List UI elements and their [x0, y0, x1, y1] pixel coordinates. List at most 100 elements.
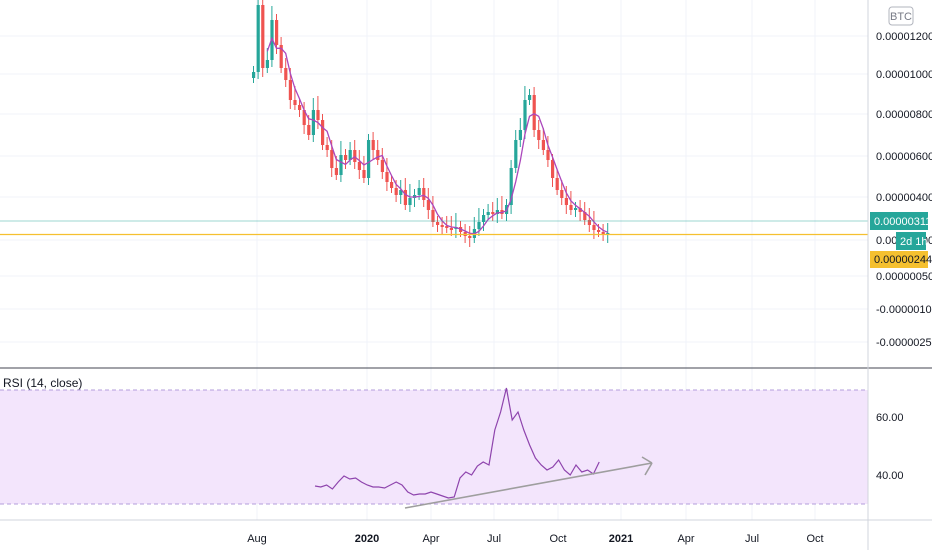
candle-body: [380, 160, 384, 172]
candle-body: [569, 205, 573, 210]
candle-body: [293, 100, 297, 105]
candle-body: [298, 105, 302, 110]
candle-body: [316, 110, 320, 120]
candle-body: [362, 170, 366, 178]
candle-body: [518, 130, 522, 140]
moving-average-line: [266, 36, 608, 235]
candle-body: [307, 125, 311, 135]
time-tick-label: Jul: [745, 533, 759, 545]
candle-body: [422, 188, 426, 200]
horizontal-line-label: 0.00000244: [874, 254, 932, 266]
candle-body: [394, 188, 398, 195]
candle-body: [408, 198, 412, 205]
candle-body: [256, 5, 260, 72]
candlestick-series[interactable]: [252, 0, 610, 247]
candle-body: [482, 215, 486, 222]
candle-body: [417, 188, 421, 195]
candle-body: [436, 222, 440, 225]
candle-body: [261, 5, 265, 68]
candle-body: [265, 60, 269, 68]
candle-body: [587, 220, 591, 225]
candle-body: [357, 162, 361, 170]
candle-body: [560, 190, 564, 198]
candle-body: [597, 230, 601, 232]
candle-body: [431, 210, 435, 222]
candle-body: [491, 212, 495, 214]
candle-body: [426, 200, 430, 210]
candle-body: [325, 145, 329, 150]
time-tick-label: Apr: [422, 533, 439, 545]
price-tick-label: -0.00000250: [876, 337, 932, 349]
candle-body: [252, 72, 256, 78]
candle-body: [367, 140, 371, 178]
candle-body: [302, 110, 306, 125]
time-tick-label: Aug: [247, 533, 267, 545]
candle-body: [514, 140, 518, 168]
time-tick-label: Oct: [806, 533, 823, 545]
candle-body: [477, 222, 481, 229]
price-tick-label: 0.00000400: [876, 192, 932, 204]
candle-body: [546, 150, 550, 160]
price-tick-label: 0.00001000: [876, 69, 932, 81]
candle-body: [541, 140, 545, 150]
candle-body: [390, 182, 394, 188]
countdown-label: 2d 1h: [900, 236, 928, 248]
price-tick-label: 0.00001200: [876, 31, 932, 43]
candle-body: [555, 178, 559, 190]
candle-body: [523, 100, 527, 130]
countdown-badge: 2d 1h: [896, 232, 928, 250]
price-tick-label: -0.00000100: [876, 304, 932, 316]
candle-body: [486, 212, 490, 215]
rsi-trendline-arrow[interactable]: [404, 456, 653, 509]
candle-body: [311, 110, 315, 135]
candle-body: [578, 208, 582, 212]
candle-body: [376, 150, 380, 160]
horizontal-line-badge: 0.00000244: [870, 251, 932, 268]
candle-body: [574, 208, 578, 210]
candle-body: [334, 168, 338, 175]
price-tick-label: 0.00000800: [876, 109, 932, 121]
price-tick-label: 0.00000600: [876, 151, 932, 163]
rsi-band: [0, 390, 868, 504]
time-tick-label: Oct: [549, 533, 566, 545]
candle-body: [321, 120, 325, 145]
candle-body: [330, 150, 334, 168]
currency-badge[interactable]: BTC: [888, 6, 914, 26]
candle-body: [532, 95, 536, 130]
candle-body: [449, 228, 453, 230]
currency-badge-label: BTC: [890, 11, 912, 23]
candle-body: [403, 190, 407, 205]
time-axis[interactable]: Aug 2020 Apr Jul Oct 2021 Apr Jul Oct: [247, 533, 823, 545]
candle-body: [528, 95, 532, 100]
candle-body: [353, 150, 357, 162]
candle-body: [537, 130, 541, 140]
rsi-tick-label: 60.00: [876, 412, 904, 424]
candle-body: [344, 155, 348, 160]
candle-body: [583, 212, 587, 220]
price-tick-label: 0.00000050: [876, 271, 932, 283]
current-price-badge: 0.00000311: [870, 212, 931, 230]
candle-body: [339, 155, 343, 175]
candle-body: [371, 140, 375, 150]
candle-body: [468, 236, 472, 238]
candle-body: [275, 20, 279, 45]
candle-body: [385, 172, 389, 182]
rsi-line: [314, 387, 600, 499]
candle-body: [399, 190, 403, 195]
candle-body: [348, 150, 352, 160]
candle-body: [279, 45, 283, 68]
candle-body: [564, 198, 568, 205]
time-tick-label: 2021: [609, 533, 633, 545]
rsi-tick-label: 40.00: [876, 470, 904, 482]
price-axis[interactable]: 0.00001200 0.00001000 0.00000800 0.00000600…: [876, 31, 932, 349]
candle-body: [601, 232, 605, 234]
candle-body: [284, 68, 288, 80]
rsi-axis[interactable]: 60.00 40.00: [876, 412, 904, 482]
current-price-label: 0.00000311: [874, 216, 931, 228]
candle-body: [509, 168, 513, 205]
candle-body: [551, 160, 555, 178]
candle-body: [495, 210, 499, 214]
candle-body: [445, 226, 449, 228]
rsi-title[interactable]: RSI (14, close): [3, 376, 82, 390]
